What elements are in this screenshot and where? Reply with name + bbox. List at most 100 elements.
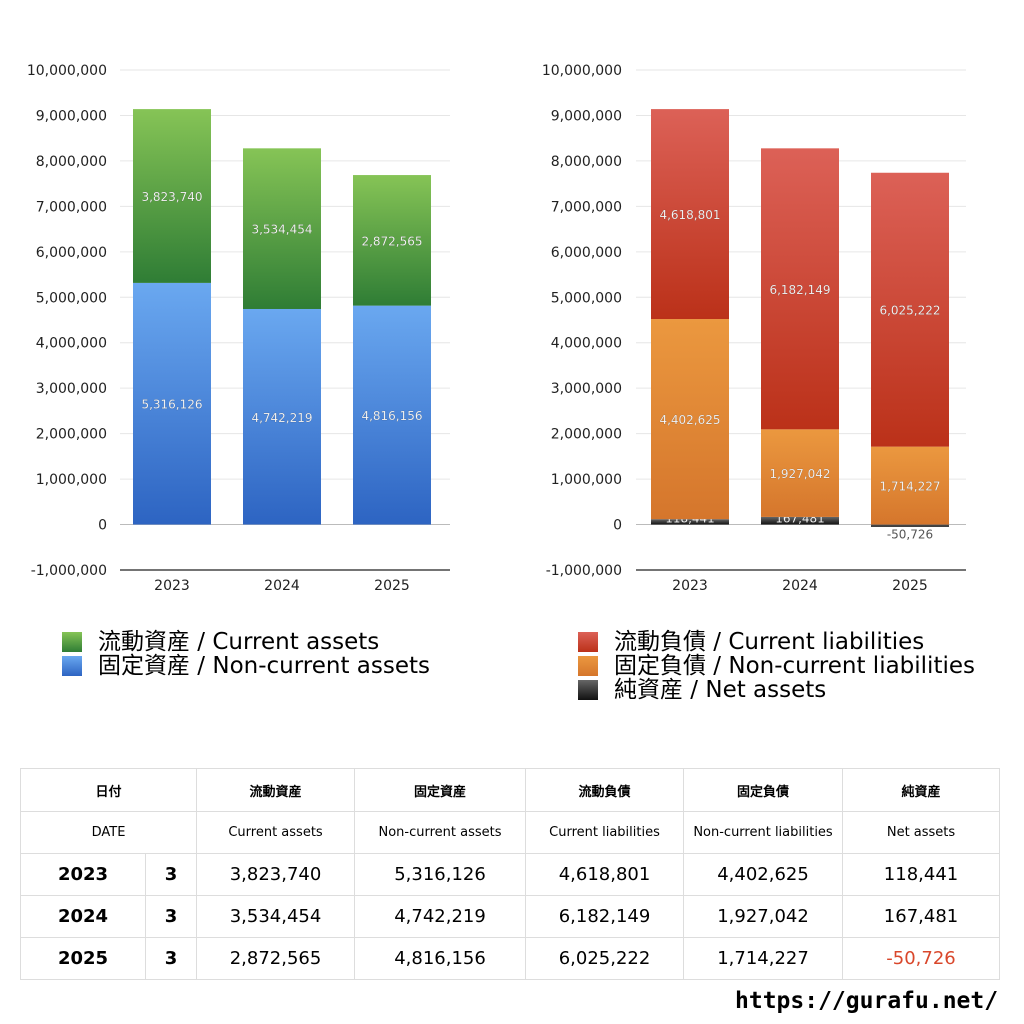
y-tick-label: 6,000,000: [36, 245, 107, 261]
header-non-current-assets-en: Non-current assets: [354, 811, 527, 854]
data-label-current-assets-2023: 3,823,740: [141, 190, 202, 204]
y-tick-label: 8,000,000: [36, 154, 107, 170]
data-label-non-current-liabilities-2024: 1,927,042: [769, 467, 830, 481]
y-tick-label: 0: [613, 518, 622, 534]
cell-non-current-liabilities: 4,402,625: [683, 853, 844, 896]
header-net-assets-jp: 純資産: [842, 768, 1001, 812]
cell-non-current-assets: 4,816,156: [354, 937, 527, 980]
bar-current-assets-2023: [133, 109, 211, 283]
y-tick-label: -1,000,000: [546, 563, 622, 579]
legend-label-non-current-assets: 固定資産 / Non-current assets: [98, 653, 431, 679]
site-url: https://gurafu.net/: [735, 988, 999, 1014]
data-label-non-current-assets-2025: 4,816,156: [361, 409, 422, 423]
bar-current-assets-2025: [353, 175, 431, 306]
assets-legend: 流動資産 / Current assets 固定資産 / Non-current…: [62, 630, 430, 678]
y-tick-label: 2,000,000: [36, 427, 107, 443]
bar-non-current-assets-2023: [133, 282, 211, 525]
legend-item-net-assets: 純資産 / Net assets: [578, 678, 975, 702]
cell-net-assets: -50,726: [842, 937, 1001, 980]
y-tick-label: 2,000,000: [551, 427, 622, 443]
legend-swatch-current-liabilities: [578, 632, 598, 652]
x-tick-label: 2025: [374, 578, 410, 594]
bar-non-current-liabilities-2023: [651, 319, 729, 520]
y-tick-label: 7,000,000: [36, 199, 107, 215]
y-tick-label: 8,000,000: [551, 154, 622, 170]
bar-current-assets-2024: [243, 148, 321, 309]
y-tick-label: 0: [98, 518, 107, 534]
header-non-current-liabilities-en: Non-current liabilities: [683, 811, 844, 854]
legend-item-current-liabilities: 流動負債 / Current liabilities: [578, 630, 975, 654]
table-row: 2025 3 2,872,565 4,816,156 6,025,222 1,7…: [20, 937, 1001, 980]
bar-non-current-assets-2024: [243, 308, 321, 525]
balance-sheet-table: 日付 流動資産 固定資産 流動負債 固定負債 純資産 DATE Current …: [19, 768, 1001, 980]
x-tick-label: 2023: [672, 578, 708, 594]
y-tick-label: 3,000,000: [36, 381, 107, 397]
header-date-en: DATE: [19, 811, 198, 854]
data-label-current-liabilities-2023: 4,618,801: [659, 208, 720, 222]
data-label-non-current-liabilities-2023: 4,402,625: [659, 413, 720, 427]
cell-month: 3: [144, 895, 198, 938]
cell-year: 2024: [20, 895, 146, 938]
charts-canvas: 10,000,000 9,000,000 8,000,000 7,000,000 6,0…: [27, 63, 966, 594]
cell-non-current-liabilities: 1,927,042: [683, 895, 844, 938]
y-tick-label: 1,000,000: [551, 472, 622, 488]
cell-month: 3: [144, 937, 198, 980]
legend-item-current-assets: 流動資産 / Current assets: [62, 630, 430, 654]
table-header-row-en: DATE Current assets Non-current assets C…: [19, 811, 1001, 854]
cell-non-current-assets: 4,742,219: [354, 895, 527, 938]
cell-non-current-assets: 5,316,126: [354, 853, 527, 896]
y-tick-label: -1,000,000: [31, 563, 107, 579]
liabilities-chart: 10,000,000 9,000,000 8,000,000 7,000,000 6,0…: [542, 63, 966, 594]
liabilities-legend: 流動負債 / Current liabilities 固定負債 / Non-cu…: [578, 630, 975, 702]
bar-non-current-liabilities-2025: [871, 446, 949, 525]
data-label-non-current-assets-2024: 4,742,219: [251, 411, 312, 425]
cell-current-assets: 2,872,565: [196, 937, 356, 980]
header-non-current-assets-jp: 固定資産: [354, 768, 527, 812]
bar-non-current-assets-2025: [353, 305, 431, 525]
y-tick-label: 1,000,000: [36, 472, 107, 488]
y-tick-label: 3,000,000: [551, 381, 622, 397]
cell-current-liabilities: 6,025,222: [525, 937, 685, 980]
table-row: 2024 3 3,534,454 4,742,219 6,182,149 1,9…: [20, 895, 1001, 938]
cell-net-assets: 167,481: [842, 895, 1001, 938]
table-row: 2023 3 3,823,740 5,316,126 4,618,801 4,4…: [20, 853, 1001, 896]
cell-current-liabilities: 4,618,801: [525, 853, 685, 896]
cell-current-assets: 3,534,454: [196, 895, 356, 938]
bar-net-assets-2023: [651, 519, 729, 525]
y-tick-label: 4,000,000: [551, 336, 622, 352]
legend-label-current-assets: 流動資産 / Current assets: [98, 629, 380, 655]
y-tick-label: 10,000,000: [27, 63, 107, 79]
legend-label-non-current-liabilities: 固定負債 / Non-current liabilities: [614, 653, 975, 679]
bar-current-liabilities-2025: [871, 172, 949, 447]
legend-label-current-liabilities: 流動負債 / Current liabilities: [614, 629, 925, 655]
y-tick-label: 4,000,000: [36, 336, 107, 352]
y-tick-label: 9,000,000: [551, 108, 622, 124]
data-label-net-assets-2025: -50,726: [887, 528, 933, 542]
bar-net-assets-2025: [871, 524, 949, 527]
cell-year: 2023: [20, 853, 146, 896]
header-date-jp: 日付: [19, 768, 198, 812]
assets-chart: 10,000,000 9,000,000 8,000,000 7,000,000 6,0…: [27, 63, 450, 594]
data-label-current-liabilities-2025: 6,025,222: [879, 304, 940, 318]
y-tick-label: 7,000,000: [551, 199, 622, 215]
bar-net-assets-2024: [761, 516, 839, 525]
header-current-liabilities-en: Current liabilities: [525, 811, 685, 854]
y-tick-label: 6,000,000: [551, 245, 622, 261]
data-label-non-current-assets-2023: 5,316,126: [141, 398, 202, 412]
cell-current-assets: 3,823,740: [196, 853, 356, 896]
cell-month: 3: [144, 853, 198, 896]
legend-item-non-current-liabilities: 固定負債 / Non-current liabilities: [578, 654, 975, 678]
x-tick-label: 2025: [892, 578, 928, 594]
y-tick-label: 5,000,000: [551, 290, 622, 306]
legend-swatch-non-current-liabilities: [578, 656, 598, 676]
bar-non-current-liabilities-2024: [761, 429, 839, 517]
cell-year: 2025: [20, 937, 146, 980]
y-tick-label: 10,000,000: [542, 63, 622, 79]
header-non-current-liabilities-jp: 固定負債: [683, 768, 844, 812]
bar-current-liabilities-2024: [761, 148, 839, 430]
legend-item-non-current-assets: 固定資産 / Non-current assets: [62, 654, 430, 678]
data-label-current-assets-2024: 3,534,454: [251, 223, 312, 237]
x-tick-label: 2024: [264, 578, 300, 594]
legend-swatch-non-current-assets: [62, 656, 82, 676]
legend-swatch-net-assets: [578, 680, 598, 700]
